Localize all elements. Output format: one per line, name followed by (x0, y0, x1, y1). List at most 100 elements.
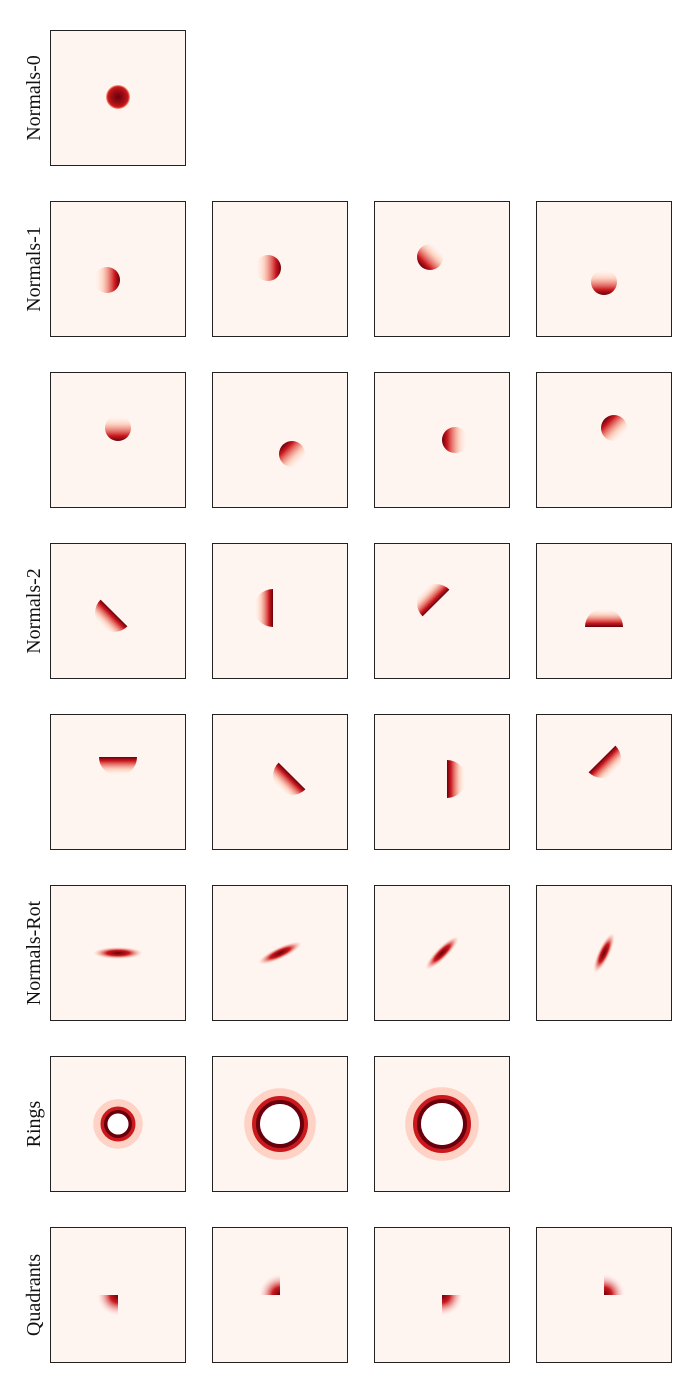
panel (536, 543, 672, 679)
row-label: Normals-0 (23, 55, 45, 141)
blob (258, 941, 302, 965)
panel (374, 372, 510, 508)
panel-frame (50, 1056, 186, 1192)
blob (417, 584, 450, 617)
blob (95, 599, 128, 632)
blob (593, 932, 615, 974)
blob (588, 745, 621, 778)
panel-frame (536, 201, 672, 337)
blob (279, 441, 305, 467)
panel-background (50, 201, 186, 337)
panel-frame (374, 543, 510, 679)
panel-background (536, 372, 672, 508)
panel-frame (50, 543, 186, 679)
panel-frame (536, 714, 672, 850)
panel-frame (212, 1227, 348, 1363)
panel-frame (536, 543, 672, 679)
blob (417, 244, 443, 270)
row-label: Normals-1 (23, 226, 45, 312)
panel (374, 1056, 510, 1192)
panel (212, 885, 348, 1021)
panel (374, 543, 510, 679)
panel-frame (50, 30, 186, 166)
blob (442, 1295, 464, 1317)
panel-frame (536, 885, 672, 1021)
panel-frame (50, 714, 186, 850)
blob (94, 267, 120, 293)
panel-frame (536, 1227, 672, 1363)
panel-background (374, 201, 510, 337)
panel-frame (374, 1227, 510, 1363)
panel (536, 1227, 672, 1363)
panel-frame (212, 543, 348, 679)
panel-frame (50, 1227, 186, 1363)
panel (50, 714, 186, 850)
blob (99, 757, 137, 776)
panel (212, 201, 348, 337)
panel-frame (212, 201, 348, 337)
panel-frame (50, 372, 186, 508)
panel-frame (374, 1056, 510, 1192)
panel (50, 1056, 186, 1192)
ring-hole (107, 1113, 129, 1135)
row-label: Normals-2 (23, 568, 45, 654)
blob (585, 608, 623, 627)
panel (374, 885, 510, 1021)
panel-frame (50, 201, 186, 337)
ring-core (417, 1099, 467, 1149)
panel-background (50, 543, 186, 679)
blob (601, 415, 627, 441)
panel-background (374, 714, 510, 850)
blob (96, 1295, 118, 1317)
panel (374, 1227, 510, 1363)
row-label: Rings (23, 1100, 45, 1147)
panel (212, 714, 348, 850)
blob (93, 947, 143, 959)
blob (425, 936, 459, 970)
panel (212, 372, 348, 508)
panel (50, 1227, 186, 1363)
blob (254, 589, 273, 627)
panel (212, 1227, 348, 1363)
blob (255, 255, 281, 281)
blob (258, 1273, 280, 1295)
panel-frame (536, 372, 672, 508)
row-label: Quadrants (23, 1254, 45, 1336)
blob (106, 85, 130, 109)
panel (50, 543, 186, 679)
panel-frame (212, 714, 348, 850)
panel-frame (374, 714, 510, 850)
panel-frame (374, 885, 510, 1021)
blob (273, 762, 306, 795)
panel (536, 714, 672, 850)
panel-background (374, 543, 510, 679)
blob (442, 427, 468, 453)
blob (447, 760, 466, 798)
ring-hole (260, 1104, 300, 1144)
panel-background (212, 372, 348, 508)
panel (50, 201, 186, 337)
panel-background (50, 714, 186, 850)
panel (212, 1056, 348, 1192)
panel (374, 201, 510, 337)
panel-frame (212, 1056, 348, 1192)
ring-core (104, 1110, 132, 1138)
row-label: Normals-Rot (23, 900, 45, 1005)
panel-background (536, 714, 672, 850)
panel (536, 372, 672, 508)
blob (604, 1273, 626, 1295)
ring-hole (421, 1103, 463, 1145)
panel (536, 885, 672, 1021)
panel-frame (212, 885, 348, 1021)
panel-frame (50, 885, 186, 1021)
blob (105, 415, 131, 441)
panel (536, 201, 672, 337)
panel-frame (374, 201, 510, 337)
panel (212, 543, 348, 679)
panel (50, 30, 186, 166)
panel (374, 714, 510, 850)
panel-frame (212, 372, 348, 508)
ring-core (256, 1100, 304, 1148)
panel (50, 885, 186, 1021)
